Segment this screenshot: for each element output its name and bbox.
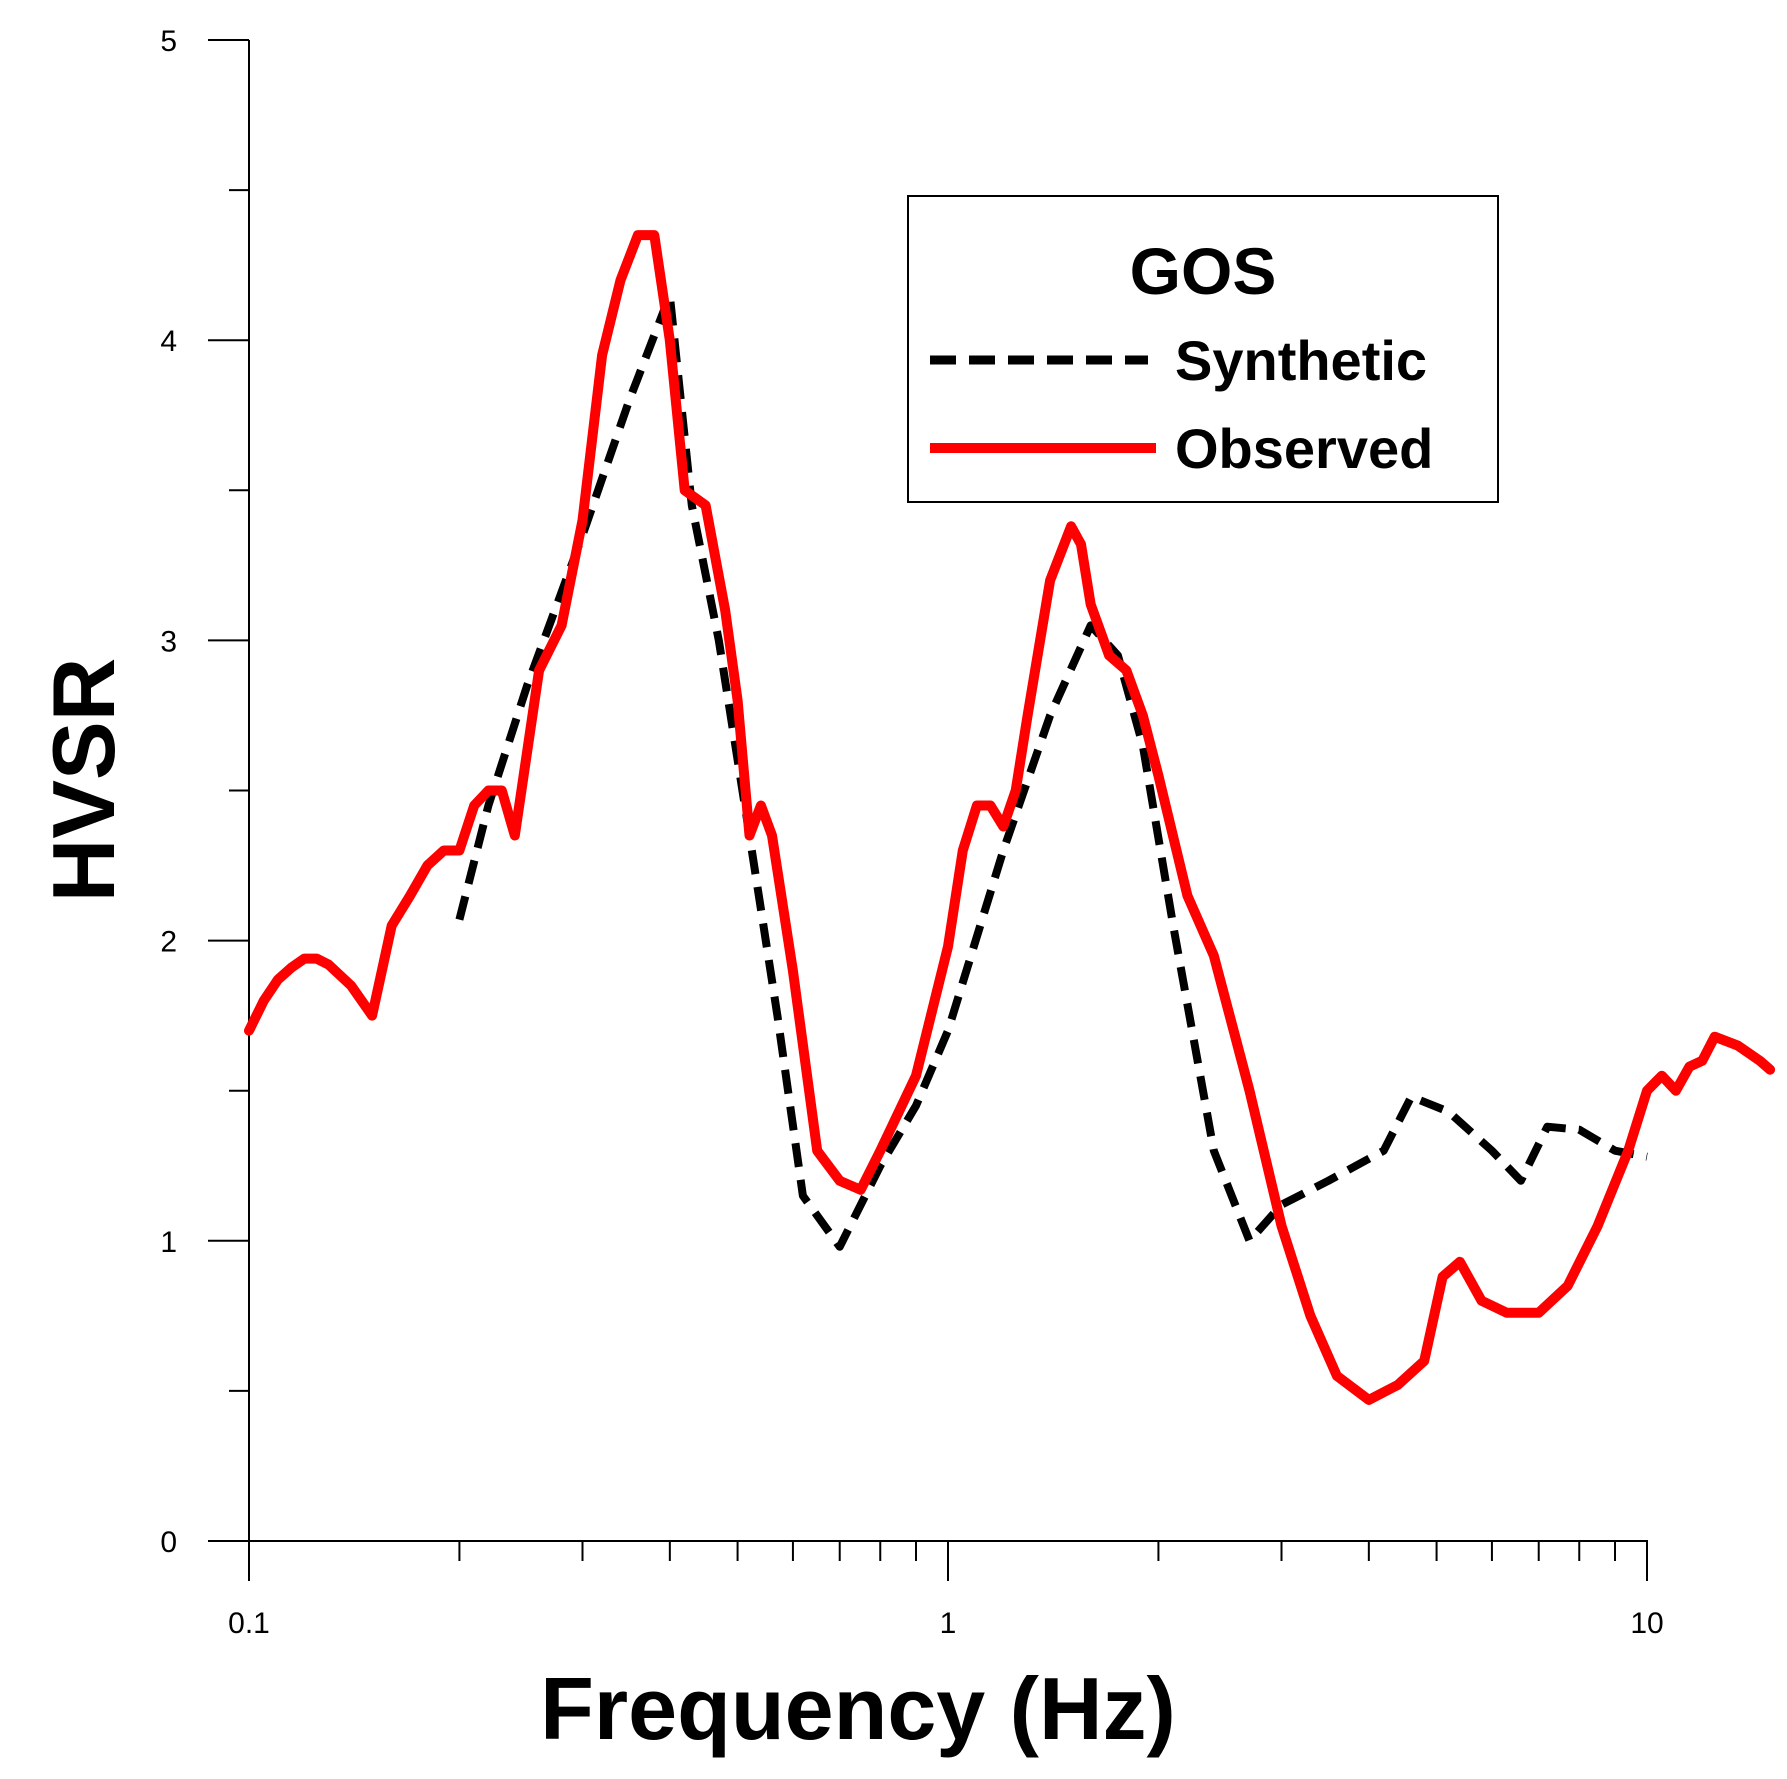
legend-title: GOS — [1130, 234, 1277, 308]
series-line-synthetic — [455, 291, 1648, 1251]
plot-area: 0 1 2 3 4 5 0.1 1 10 — [160, 25, 1776, 1640]
y-tick-label-3: 3 — [160, 625, 177, 658]
legend: GOS Synthetic Observed — [907, 195, 1499, 503]
x-axis-ticks: 0.1 1 10 — [228, 1541, 1664, 1640]
y-tick-label-4: 4 — [160, 325, 177, 358]
y-tick-label-0: 0 — [160, 1526, 177, 1559]
y-tick-label-5: 5 — [160, 25, 177, 58]
series-line-observed — [244, 230, 1776, 1405]
x-tick-label-0.1: 0.1 — [228, 1607, 270, 1640]
x-tick-label-1: 1 — [940, 1607, 957, 1640]
series-layer — [244, 230, 1776, 1405]
y-tick-label-1: 1 — [160, 1226, 177, 1259]
legend-label-synthetic: Synthetic — [1175, 329, 1427, 392]
legend-label-observed: Observed — [1175, 417, 1433, 480]
y-axis-ticks: 0 1 2 3 4 5 — [160, 25, 249, 1559]
x-axis-title: Frequency (Hz) — [540, 1659, 1176, 1758]
x-tick-label-10: 10 — [1630, 1607, 1663, 1640]
y-axis-title: HVSR — [34, 658, 133, 903]
y-tick-label-2: 2 — [160, 926, 177, 959]
